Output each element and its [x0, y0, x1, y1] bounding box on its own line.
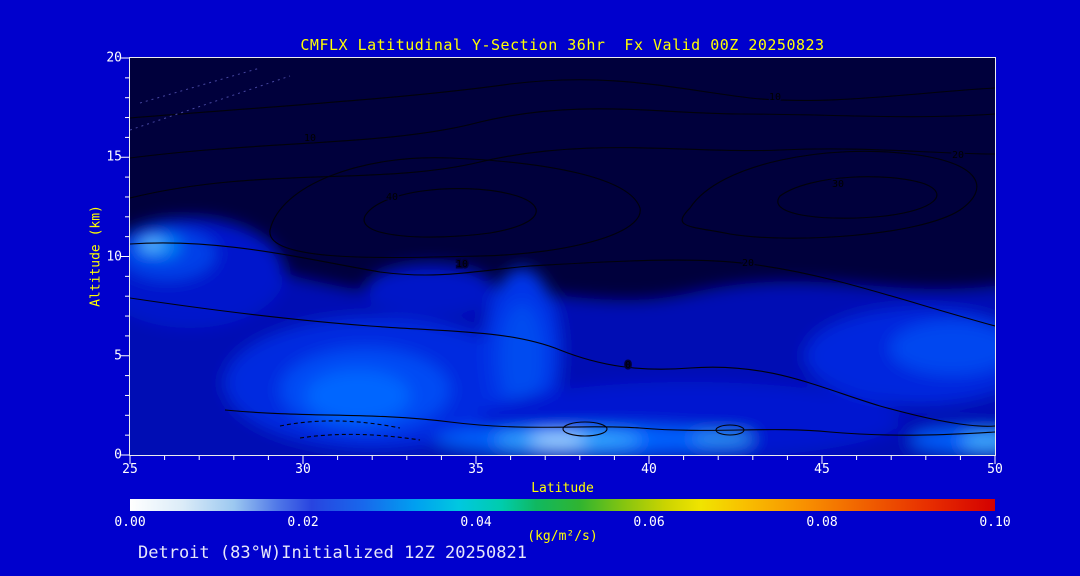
- contour-plot: 10 40 10 10 20 30 20 0: [130, 58, 995, 455]
- colorbar-tick-label: 0.00: [114, 515, 146, 530]
- x-tick-label: 40: [641, 462, 657, 477]
- contour-lines: [130, 67, 995, 441]
- colorbar-units: (kg/m²/s): [527, 529, 598, 544]
- contour-label: 30: [832, 179, 844, 190]
- colorbar-tick-label: 0.06: [633, 515, 665, 530]
- y-tick-label: 0: [114, 447, 122, 463]
- contour-label: 40: [386, 192, 398, 203]
- colorbar: [130, 499, 995, 511]
- y-axis-title: Altitude (km): [88, 205, 104, 307]
- colorbar-tick-label: 0.08: [806, 515, 838, 530]
- contour-label: 10: [304, 133, 316, 144]
- contour-label: 10: [456, 259, 468, 270]
- contour-label: 0: [625, 360, 631, 371]
- x-tick-label: 30: [295, 462, 311, 477]
- colorbar-tick-label: 0.04: [460, 515, 492, 530]
- colorbar-tick-label: 0.10: [979, 515, 1011, 530]
- x-tick-label: 45: [814, 462, 830, 477]
- x-axis-title: Latitude: [531, 481, 594, 496]
- plot-area: 10 40 10 10 20 30 20 0: [129, 57, 996, 456]
- x-tick-label: 35: [468, 462, 484, 477]
- y-tick-label: 10: [106, 249, 122, 264]
- x-tick-label: 25: [122, 462, 138, 477]
- y-tick-label: 20: [106, 50, 122, 66]
- contour-label: 20: [952, 150, 964, 161]
- contour-label: 20: [742, 258, 754, 269]
- shaded-field: [130, 218, 995, 455]
- y-tick-label: 15: [106, 149, 122, 165]
- contour-label: 10: [769, 92, 781, 103]
- chart-title: CMFLX Latitudinal Y-Section 36hr Fx Vali…: [300, 36, 825, 54]
- footer-text: Detroit (83°W)Initialized 12Z 20250821: [138, 543, 527, 563]
- y-tick-label: 5: [114, 348, 122, 364]
- colorbar-tick-label: 0.02: [287, 515, 319, 530]
- x-tick-label: 50: [987, 462, 1003, 477]
